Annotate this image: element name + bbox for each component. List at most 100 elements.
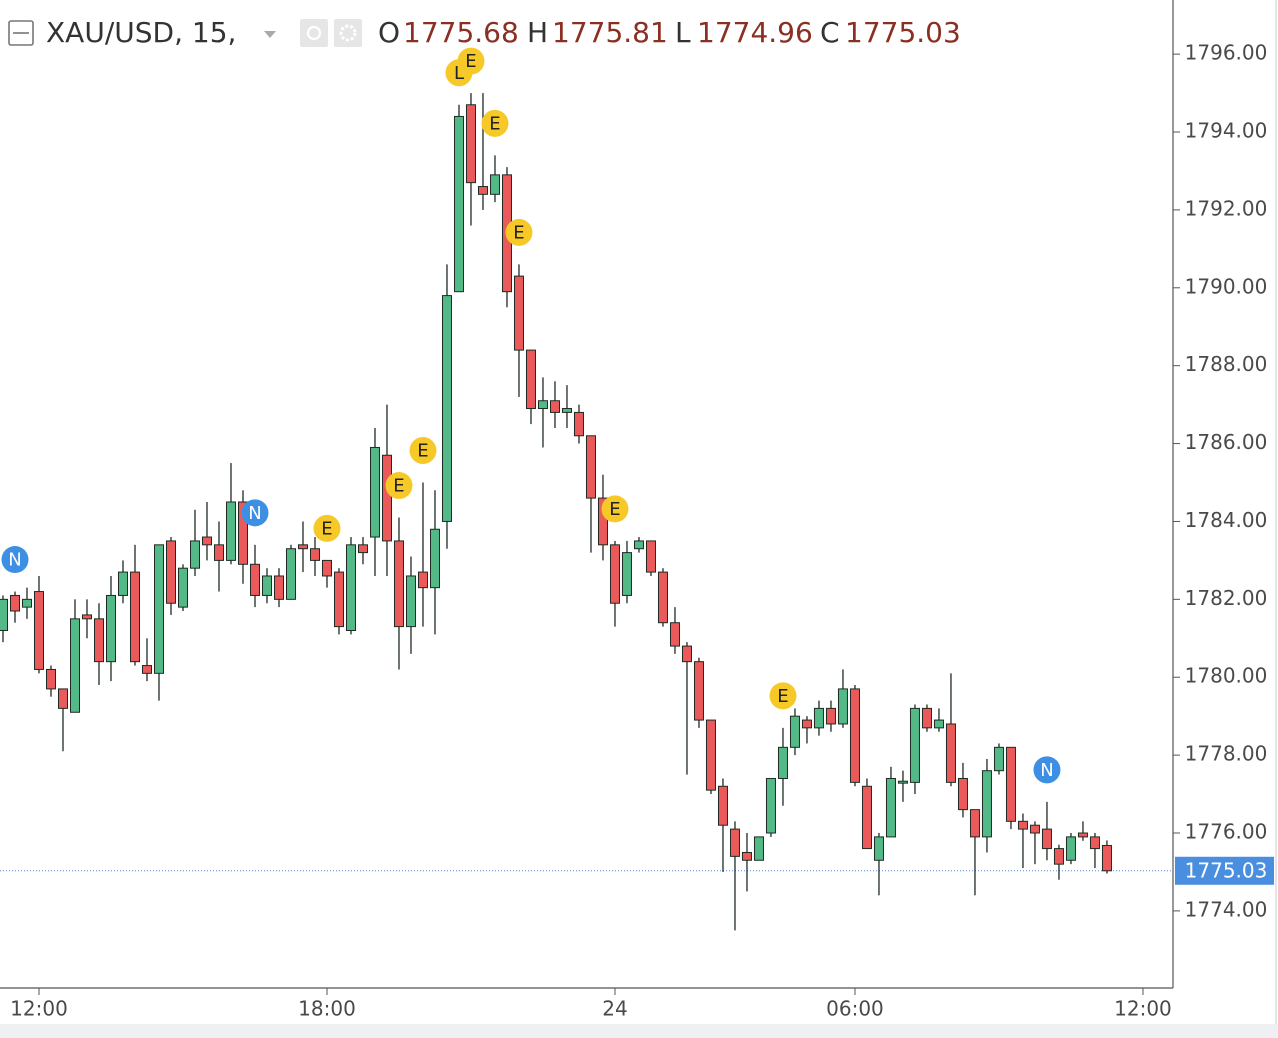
event-marker[interactable] xyxy=(241,499,269,527)
y-tick-label: 1796.00 xyxy=(1185,41,1268,65)
x-tick-label: 12:00 xyxy=(1114,997,1172,1021)
y-tick-label: 1788.00 xyxy=(1185,352,1268,376)
ohlc-label: H xyxy=(527,16,548,49)
x-tick-label: 24 xyxy=(602,997,627,1021)
candle-body xyxy=(429,528,440,589)
candle-body xyxy=(489,174,500,195)
ohlc-label: O xyxy=(378,16,400,49)
candle-body xyxy=(657,571,668,624)
ohlc-value: 1775.68 xyxy=(403,16,519,49)
ohlc-value: 1775.03 xyxy=(845,16,961,49)
settings-button[interactable] xyxy=(334,19,362,47)
candle-body xyxy=(213,544,224,561)
candle-body xyxy=(393,540,404,628)
event-marker[interactable] xyxy=(313,514,341,542)
candle-body xyxy=(861,785,872,850)
candle-body xyxy=(585,435,596,499)
event-label: E xyxy=(489,113,500,134)
plot-area xyxy=(0,93,1172,931)
event-marker[interactable] xyxy=(1,546,29,574)
candle-body xyxy=(237,501,248,565)
event-marker[interactable] xyxy=(505,218,533,246)
candle-body xyxy=(981,770,992,838)
event-label: E xyxy=(513,222,524,243)
interval-dropdown[interactable] xyxy=(264,31,276,38)
candle-body xyxy=(141,665,152,674)
event-marker[interactable] xyxy=(1033,756,1061,784)
candle-body xyxy=(765,777,776,834)
candle-body xyxy=(921,707,932,729)
candle-body xyxy=(33,591,44,670)
candle-body xyxy=(681,645,692,663)
candle-body xyxy=(849,688,860,783)
candle-body xyxy=(69,618,80,713)
candle-body xyxy=(909,707,920,783)
candle-body xyxy=(405,575,416,628)
candle-body xyxy=(729,828,740,857)
candle-body xyxy=(129,571,140,663)
ohlc-label: L xyxy=(675,16,691,49)
candle-body xyxy=(177,567,188,608)
candle-body xyxy=(597,497,608,546)
y-tick-label: 1776.00 xyxy=(1185,820,1268,844)
candle-body xyxy=(381,454,392,542)
event-label: N xyxy=(248,503,261,524)
candle-body xyxy=(165,540,176,604)
candle-body xyxy=(801,719,812,729)
event-marker[interactable] xyxy=(769,682,797,710)
candle-body xyxy=(81,614,92,620)
candle-body xyxy=(777,746,788,779)
candle-body xyxy=(933,719,944,729)
candle-body xyxy=(609,544,620,604)
candle-body xyxy=(669,622,680,647)
x-tick-label: 18:00 xyxy=(298,997,356,1021)
candle-body xyxy=(885,777,896,838)
candle-body xyxy=(345,544,356,631)
candle-body xyxy=(789,715,800,748)
candle-body xyxy=(153,544,164,674)
candle-body xyxy=(873,836,884,861)
event-marker[interactable] xyxy=(457,47,485,75)
x-tick-label: 06:00 xyxy=(826,997,884,1021)
event-marker[interactable] xyxy=(481,109,509,137)
candle-body xyxy=(717,785,728,826)
candle-body xyxy=(441,295,452,522)
candle-body xyxy=(93,618,104,663)
candle-body xyxy=(273,575,284,600)
candle-body xyxy=(225,501,236,561)
y-tick-label: 1792.00 xyxy=(1185,196,1268,220)
candle-body xyxy=(969,809,980,838)
y-tick-label: 1786.00 xyxy=(1185,430,1268,454)
candle-body xyxy=(513,275,524,351)
candle-body xyxy=(957,777,968,811)
candle-body xyxy=(1041,828,1052,850)
y-tick-label: 1790.00 xyxy=(1185,274,1268,298)
candle-body xyxy=(813,707,824,729)
event-marker[interactable] xyxy=(409,437,437,465)
bottom-strip xyxy=(0,1024,1278,1038)
y-tick-label: 1794.00 xyxy=(1185,119,1268,143)
event-marker[interactable] xyxy=(601,495,629,523)
last-price-label: 1775.03 xyxy=(1185,858,1268,882)
candle-body xyxy=(297,544,308,550)
y-tick-label: 1778.00 xyxy=(1185,742,1268,766)
candle-body xyxy=(633,540,644,550)
candle-body xyxy=(249,563,260,596)
candle-body xyxy=(945,723,956,783)
visibility-button[interactable] xyxy=(300,19,328,47)
candle-body xyxy=(453,115,464,293)
candle-body xyxy=(621,552,632,596)
eye-icon xyxy=(306,25,322,41)
event-label: E xyxy=(393,476,404,497)
candle-body xyxy=(825,707,836,725)
candle-body xyxy=(321,559,332,577)
candle-body xyxy=(333,571,344,628)
event-marker[interactable] xyxy=(385,472,413,500)
event-label: N xyxy=(1040,760,1053,781)
candle-body xyxy=(549,400,560,413)
ohlc-value: 1774.96 xyxy=(697,16,813,49)
candle-body xyxy=(561,408,572,413)
